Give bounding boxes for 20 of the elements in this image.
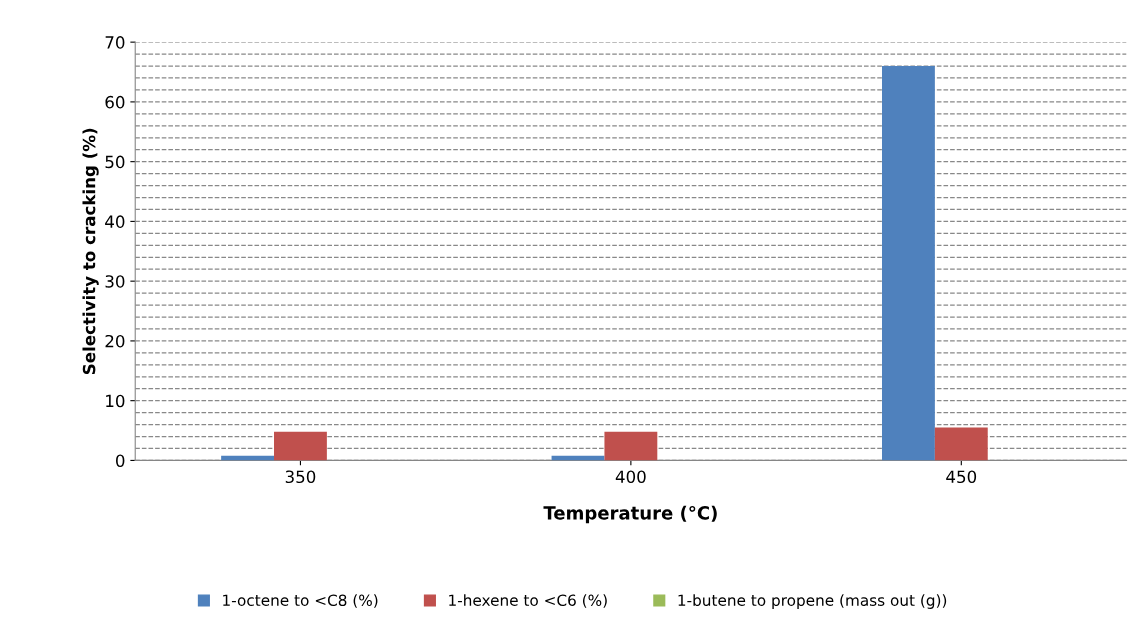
y-tick-label: 50 bbox=[105, 155, 125, 169]
legend-label: 1-hexene to <C6 (%) bbox=[449, 594, 607, 608]
x-tick-label: 400 bbox=[615, 470, 646, 484]
x-tick-label: 450 bbox=[946, 470, 977, 484]
y-axis-title: Selectivity to cracking (%) bbox=[82, 128, 99, 375]
legend-label: 1-butene to propene (mass out (g)) bbox=[678, 594, 947, 609]
bar bbox=[882, 66, 935, 461]
bar bbox=[604, 431, 658, 461]
y-tick-label: 30 bbox=[105, 275, 125, 288]
bar bbox=[934, 427, 988, 461]
y-tick-label: 10 bbox=[106, 394, 125, 408]
bar bbox=[274, 431, 327, 461]
x-tick-label: 350 bbox=[285, 470, 316, 484]
x-axis-title: Temperature (°C) bbox=[543, 505, 717, 524]
y-tick-label: 0 bbox=[116, 454, 125, 467]
y-tick-label: 20 bbox=[105, 334, 125, 348]
y-tick-label: 70 bbox=[105, 36, 125, 49]
legend-label: 1-octene to <C8 (%) bbox=[223, 594, 378, 608]
y-tick-label: 60 bbox=[105, 95, 125, 109]
y-tick-label: 40 bbox=[105, 215, 125, 228]
